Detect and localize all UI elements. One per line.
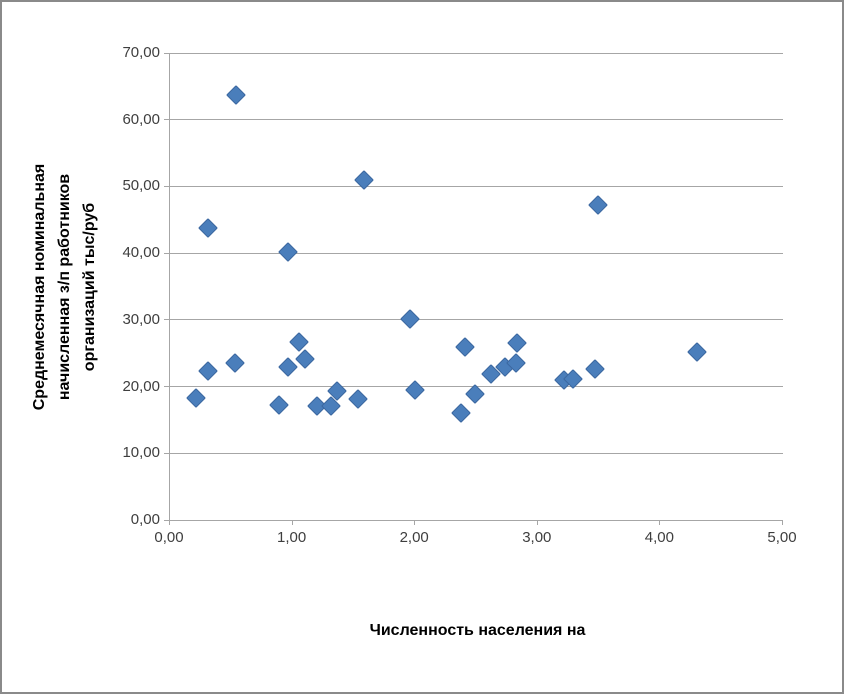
y-axis-tick-label: 50,00 (122, 177, 160, 195)
x-axis-tick-label: 2,00 (399, 529, 429, 546)
x-axis-tick-label: 5,00 (767, 529, 797, 546)
x-axis-tick-mark (659, 520, 661, 525)
y-axis-tick-label: 30,00 (122, 310, 160, 328)
x-axis-tick-mark (414, 520, 416, 525)
data-point-diamond (277, 356, 298, 377)
y-axis-tick-mark (164, 119, 169, 121)
data-point-diamond (226, 85, 247, 105)
data-point-diamond (198, 360, 218, 381)
x-axis-tick-mark (536, 520, 538, 525)
y-axis-tick-mark (164, 452, 169, 454)
y-axis-tick-mark (164, 319, 169, 321)
x-axis-tick-label: 4,00 (644, 529, 674, 546)
data-point-diamond (400, 309, 421, 330)
x-axis-title: Численность населения на 1 января 2013 г… (171, 566, 784, 692)
data-point-diamond (587, 195, 608, 215)
data-point-diamond (225, 353, 245, 374)
plot-area (169, 52, 783, 521)
x-axis-tick-mark (169, 520, 170, 525)
data-point-diamond (185, 388, 206, 408)
y-axis-tick-mark (164, 519, 169, 521)
data-point-diamond (405, 380, 426, 400)
x-axis-tick-label: 1,00 (276, 529, 307, 546)
data-point-diamond (455, 336, 476, 357)
x-axis-tick-label: 0,00 (154, 529, 184, 546)
x-axis-title-line: Численность населения на (369, 622, 586, 639)
y-axis-tick-label: 70,00 (122, 44, 160, 61)
y-axis-tick-label: 40,00 (122, 244, 160, 262)
data-point-diamond (347, 388, 368, 409)
data-point-diamond (198, 218, 218, 239)
gridline-horizontal (170, 185, 783, 187)
y-axis-tick-mark (164, 252, 169, 254)
gridline-horizontal (170, 252, 783, 254)
y-axis-tick-label: 0,00 (130, 511, 160, 528)
x-axis-tick-label: 3,00 (522, 529, 552, 546)
gridline-horizontal (170, 52, 783, 54)
y-axis-title-line: начисленная з/п работников (56, 173, 73, 401)
x-axis-tick-mark (782, 520, 783, 525)
data-point-diamond (450, 402, 471, 423)
y-axis-title-line: Среднемесячная номинальная (31, 163, 48, 411)
y-axis-tick-label: 10,00 (122, 444, 160, 462)
y-axis-tick-mark (164, 386, 169, 388)
data-point-diamond (585, 359, 606, 380)
gridline-horizontal (170, 119, 783, 121)
data-point-diamond (277, 242, 298, 263)
y-axis-tick-mark (164, 185, 169, 187)
data-point-diamond (687, 341, 708, 362)
gridline-horizontal (170, 452, 783, 454)
x-axis-tick-mark (291, 520, 293, 525)
gridline-horizontal (170, 319, 783, 321)
data-point-diamond (269, 395, 290, 416)
y-axis-tick-mark (164, 52, 169, 54)
data-point-diamond (507, 332, 527, 353)
y-axis-tick-label: 20,00 (122, 377, 160, 395)
y-axis-tick-label: 60,00 (122, 110, 160, 128)
